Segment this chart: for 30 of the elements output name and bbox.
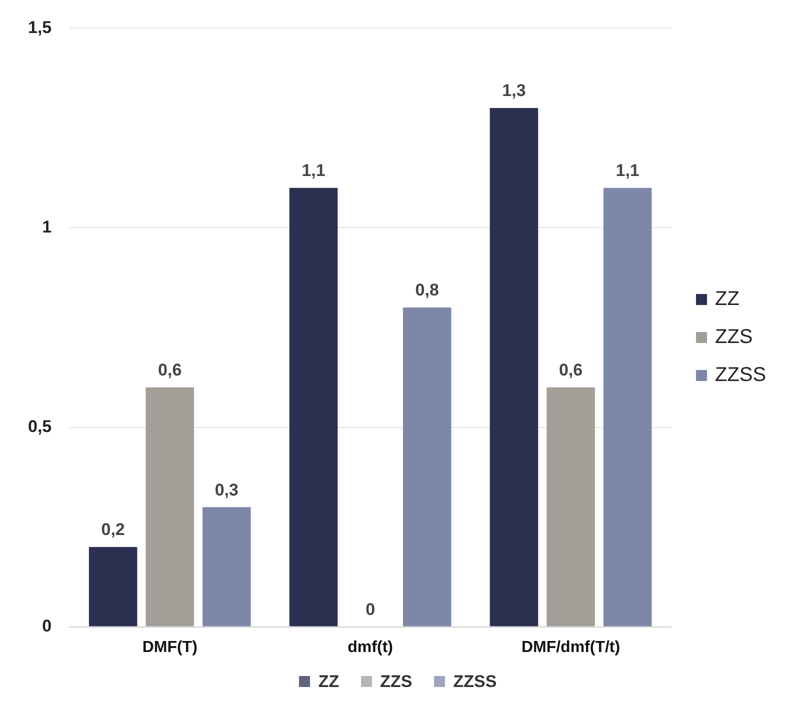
data-label: 1,1 [616,161,640,180]
text: ZZS [715,326,753,348]
data-label: 0,6 [558,360,583,380]
bar [289,188,338,626]
bar [202,507,251,626]
y-tick-label: 0,5 [28,416,52,436]
data-label: 0,8 [415,280,439,300]
data-label: 0,6 [158,360,182,380]
data-label: 1,1 [302,161,326,180]
data-label: 0 [366,600,376,619]
data-label: 0,2 [101,520,125,540]
text: ZZ [715,288,740,310]
bar [603,188,652,626]
y-tick-label: 1 [42,217,52,236]
bar [490,108,538,626]
y-tick-label: 1,5 [28,18,52,37]
bar [146,387,194,626]
data-label: 1,3 [502,81,526,100]
legend-label: ZZSS [452,672,497,692]
legend-label: ZZ [317,672,340,692]
x-tick-label: DMF(T) [142,638,198,656]
bar [88,546,138,626]
x-tick-label: dmf(t) [348,638,393,656]
data-label: 0,3 [214,480,238,500]
y-tick-label: 0 [42,616,52,636]
bar [546,387,595,626]
text: ZZSS [715,364,766,386]
legend-label: ZZS [379,672,412,692]
x-tick-label: DMF/dmf(T/t) [521,638,620,656]
bar [402,308,452,626]
